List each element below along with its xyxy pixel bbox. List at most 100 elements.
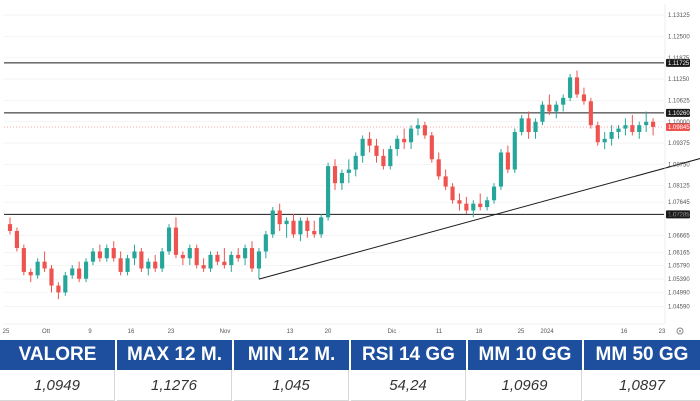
candle-body xyxy=(160,251,165,269)
y-tick-label: 1.04590 xyxy=(668,304,690,310)
candle-body xyxy=(644,121,649,126)
y-tick-label: 1.11250 xyxy=(668,77,690,83)
candle-body xyxy=(581,94,587,102)
stat-label: RSI 14 GG xyxy=(351,340,466,370)
x-tick-label: Nov xyxy=(220,329,231,335)
trendline-group xyxy=(258,158,700,280)
candle-body xyxy=(574,77,580,95)
candle-body xyxy=(519,118,524,132)
stat-value: 1,045 xyxy=(234,370,349,401)
candle-body xyxy=(215,254,220,262)
stats-table: VALORE 1,0949 MAX 12 M. 1,1276 MIN 12 M.… xyxy=(0,340,700,401)
stat-value: 1,0897 xyxy=(584,370,700,401)
candle-body xyxy=(35,261,40,276)
x-tick-label: 23 xyxy=(659,329,666,335)
y-tick-label: 1.10000 xyxy=(668,120,690,126)
x-tick-label: 23 xyxy=(168,329,175,335)
stat-min-12m: MIN 12 M. 1,045 xyxy=(234,340,351,401)
candle-body xyxy=(7,224,13,231)
candle-body xyxy=(602,138,607,143)
candle-body xyxy=(623,125,628,129)
x-tick-label: 16 xyxy=(621,329,628,335)
candle-body xyxy=(256,251,262,269)
candle-body xyxy=(547,104,552,112)
level-tag xyxy=(666,210,690,219)
y-tick-label: 1.06165 xyxy=(668,251,690,257)
candle-body xyxy=(319,217,324,235)
candle-body xyxy=(277,210,282,225)
candle-body xyxy=(561,97,566,105)
candle-body xyxy=(21,248,26,272)
candle-body xyxy=(139,251,144,269)
candle-body xyxy=(457,200,462,204)
x-tick-label: 25 xyxy=(518,329,525,335)
x-tick-label: 9 xyxy=(88,329,92,335)
stat-mm-10: MM 10 GG 1,0969 xyxy=(468,340,584,401)
candle-body xyxy=(63,275,68,293)
candle-body xyxy=(104,248,109,259)
x-tick-label: 11 xyxy=(436,329,443,335)
y-tick-label: 1.13125 xyxy=(668,13,690,19)
candle-body xyxy=(339,172,344,184)
candle-body xyxy=(595,125,600,143)
y-tick-label: 1.05790 xyxy=(668,263,690,269)
candle-body xyxy=(153,261,158,269)
candle-body xyxy=(243,248,248,259)
y-tick-label: 1.08125 xyxy=(668,184,690,190)
stat-mm-50: MM 50 GG 1,0897 xyxy=(584,340,700,401)
candle-body xyxy=(90,251,96,262)
y-tick-label: 1.12500 xyxy=(668,34,690,40)
y-tick-label: 1.07285 xyxy=(668,212,690,218)
candle-body xyxy=(540,104,545,122)
candle-body xyxy=(208,254,213,269)
candle-body xyxy=(236,254,241,259)
candle-body xyxy=(42,261,47,269)
x-tick-label: 20 xyxy=(325,329,332,335)
candle-body xyxy=(249,248,255,269)
level-tag xyxy=(666,58,690,67)
candle-body xyxy=(263,234,268,252)
candle-body xyxy=(443,176,448,187)
candle-body xyxy=(125,258,130,272)
candle-body xyxy=(222,261,227,266)
price-axis: 1.13125 1.12500 1.11875 1.11250 1.10625 1.100… xyxy=(664,4,690,324)
stat-value: 54,24 xyxy=(351,370,466,401)
settings-gear-icon[interactable] xyxy=(676,327,684,335)
candle-body xyxy=(526,118,531,132)
x-tick-label: 18 xyxy=(476,329,483,335)
candle-body xyxy=(512,131,517,170)
candle-body xyxy=(291,220,296,235)
candle-body xyxy=(478,203,483,208)
stat-label: MIN 12 M. xyxy=(234,340,349,370)
candle-body xyxy=(187,248,192,259)
stat-label: MM 10 GG xyxy=(468,340,582,370)
candle-body xyxy=(568,77,573,98)
x-tick-label: Ott xyxy=(42,329,50,335)
candle-body xyxy=(429,135,434,160)
candle-body xyxy=(616,128,621,132)
candle-body xyxy=(533,121,538,132)
candle-body xyxy=(111,248,116,259)
stat-label: MM 50 GG xyxy=(584,340,700,370)
candle-body xyxy=(485,200,490,208)
candle-body xyxy=(332,166,338,184)
candle-body xyxy=(28,271,33,276)
trendline xyxy=(258,158,700,280)
candle-body xyxy=(471,203,476,211)
y-tick-label: 1.04990 xyxy=(668,291,690,297)
candle-body xyxy=(498,152,504,187)
stat-rsi-14: RSI 14 GG 54,24 xyxy=(351,340,468,401)
candle-body xyxy=(395,138,400,150)
candle-body xyxy=(346,169,351,173)
level-tag-label: 1.07285 xyxy=(668,212,690,218)
stat-max-12m: MAX 12 M. 1,1276 xyxy=(117,340,234,401)
stat-label: MAX 12 M. xyxy=(117,340,232,370)
candle-body xyxy=(180,254,185,259)
candle-body xyxy=(173,227,179,255)
candle-body xyxy=(554,104,559,112)
candle-body xyxy=(360,138,365,156)
candle-body xyxy=(70,268,75,276)
candle-body xyxy=(505,152,510,170)
candle-body xyxy=(491,186,497,201)
level-tag-label: 1.11725 xyxy=(668,61,690,67)
